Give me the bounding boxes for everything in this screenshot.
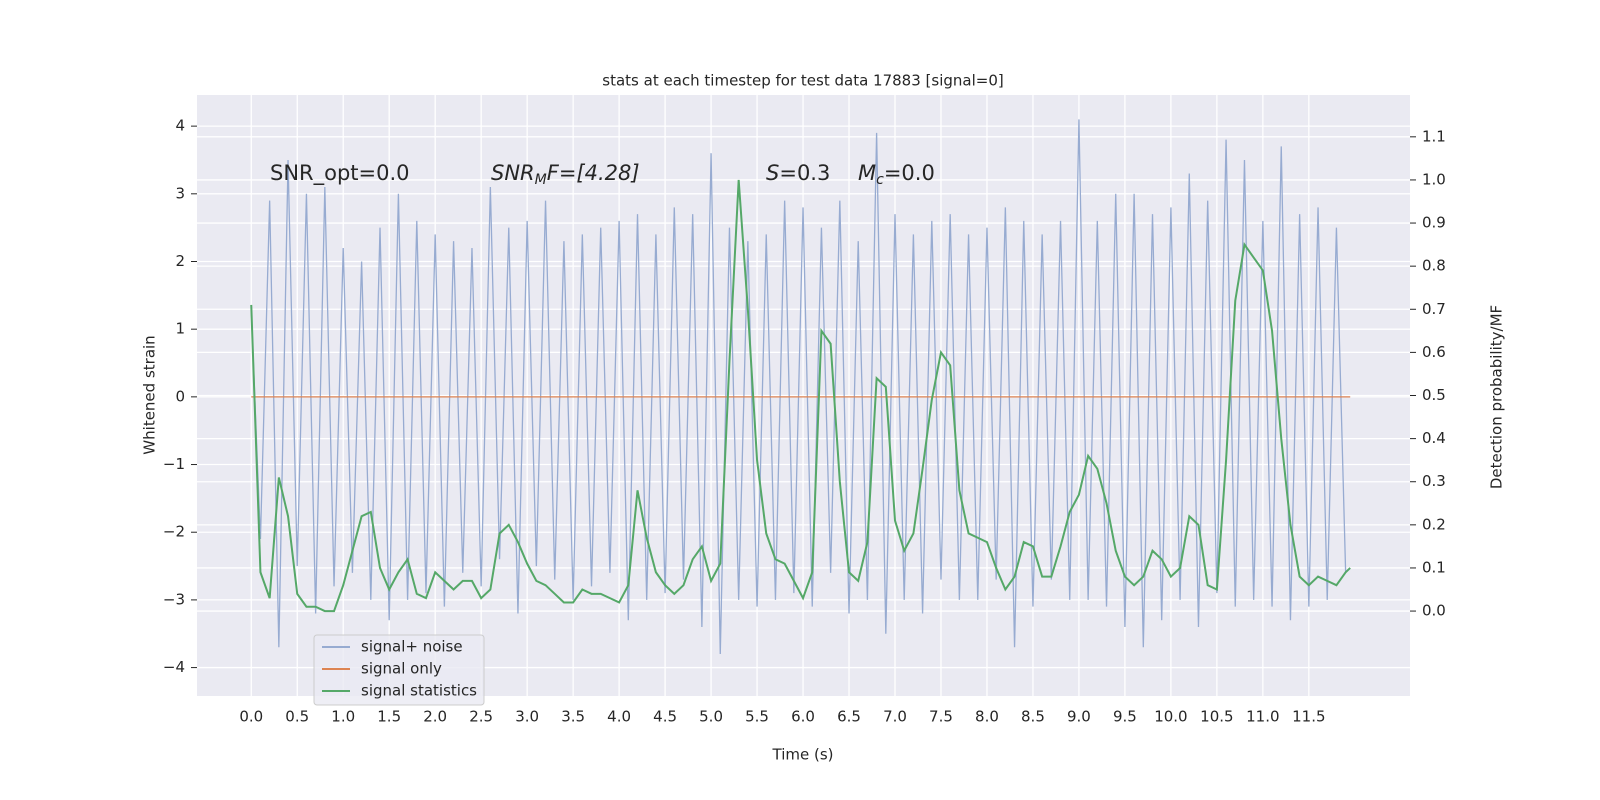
y2-tick-label: 1.0 <box>1422 170 1446 188</box>
y-tick-label: −1 <box>163 455 185 473</box>
x-axis-label: Time (s) <box>772 746 834 764</box>
x-tick-label: 11.0 <box>1246 708 1279 726</box>
x-tick-label: 0.0 <box>239 708 263 726</box>
x-tick-label: 5.5 <box>745 708 769 726</box>
legend-label: signal+ noise <box>361 638 463 656</box>
y-tick-label: 4 <box>175 117 185 135</box>
y2-tick-label: 0.5 <box>1422 386 1446 404</box>
y2-axis-label: Detection probability/MF <box>1488 305 1506 489</box>
chart-title: stats at each timestep for test data 178… <box>602 72 1003 90</box>
y2-tick-label: 0.8 <box>1422 257 1446 275</box>
annotation-part: F=[4.28] <box>547 161 640 185</box>
annotation: Mc=0.0 <box>858 161 935 188</box>
x-tick-label: 2.0 <box>423 708 447 726</box>
x-tick-label: 10.5 <box>1200 708 1233 726</box>
legend-box <box>313 634 485 706</box>
x-tick-label: 8.0 <box>975 708 999 726</box>
y-axis-label: Whitened strain <box>141 335 159 454</box>
x-tick-label: 9.5 <box>1113 708 1137 726</box>
x-tick-label: 0.5 <box>285 708 309 726</box>
legend-label: signal only <box>361 660 442 678</box>
y2-tick-label: 0.0 <box>1422 602 1446 620</box>
legend-label: signal statistics <box>361 682 477 700</box>
x-tick-label: 9.0 <box>1067 708 1091 726</box>
series-line <box>250 179 1351 613</box>
y-tick-label: −2 <box>163 523 185 541</box>
x-tick-label: 8.5 <box>1021 708 1045 726</box>
x-tick-label: 4.5 <box>653 708 677 726</box>
y2-tick-label: 0.4 <box>1422 429 1446 447</box>
x-tick-label: 7.5 <box>929 708 953 726</box>
y2-tick-label: 0.7 <box>1422 300 1446 318</box>
annotation: SNR_opt=0.0 <box>270 161 410 186</box>
annotation-part: SNR <box>491 161 535 185</box>
y-tick-label: −3 <box>163 590 185 608</box>
x-tick-label: 6.5 <box>837 708 861 726</box>
y2-tick-label: 0.9 <box>1422 214 1446 232</box>
y-tick-label: 2 <box>175 252 185 270</box>
y2-tick-label: 1.1 <box>1422 127 1446 145</box>
y2-tick-label: 0.6 <box>1422 343 1446 361</box>
annotation: S=0.3 <box>766 161 830 185</box>
x-tick-label: 1.0 <box>331 708 355 726</box>
annotation-part: SNR_opt=0.0 <box>270 161 410 186</box>
annotation-part: M <box>858 161 876 185</box>
x-tick-label: 6.0 <box>791 708 815 726</box>
annotation-part: M <box>535 172 547 188</box>
y2-tick-label: 0.1 <box>1422 558 1446 576</box>
x-tick-label: 5.0 <box>699 708 723 726</box>
annotation-part: S <box>766 161 779 185</box>
y2-tick-label: 0.3 <box>1422 472 1446 490</box>
x-tick-label: 3.5 <box>561 708 585 726</box>
x-tick-label: 3.0 <box>515 708 539 726</box>
annotation: SNRMF=[4.28] <box>491 161 640 188</box>
y-tick-label: 3 <box>175 184 185 202</box>
y-tick-label: −4 <box>163 658 185 676</box>
annotation-part: =0.3 <box>779 161 830 185</box>
x-tick-label: 1.5 <box>377 708 401 726</box>
y-tick-label: 0 <box>175 387 185 405</box>
y-tick-label: 1 <box>175 320 185 338</box>
x-tick-label: 4.0 <box>607 708 631 726</box>
annotation-part: c <box>876 172 884 188</box>
x-tick-label: 2.5 <box>469 708 493 726</box>
annotation-part: =0.0 <box>884 161 935 185</box>
x-tick-label: 7.0 <box>883 708 907 726</box>
y2-tick-label: 0.2 <box>1422 515 1446 533</box>
series-line <box>250 119 1347 655</box>
x-tick-label: 11.5 <box>1292 708 1325 726</box>
x-tick-label: 10.0 <box>1154 708 1187 726</box>
